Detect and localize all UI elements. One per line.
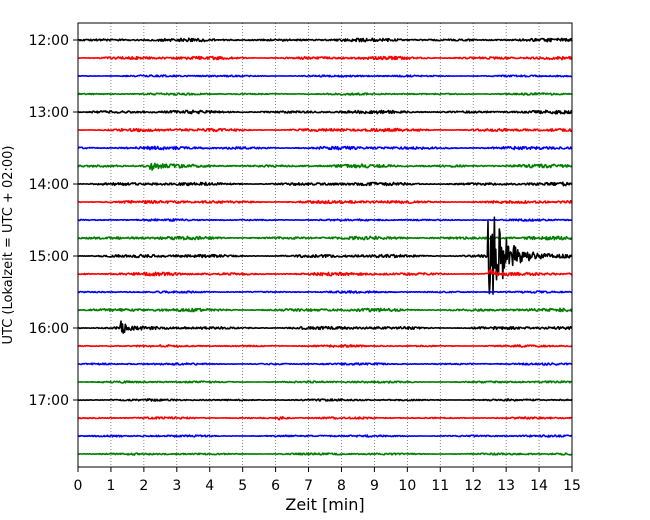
vertical-gridlines xyxy=(110,23,540,467)
x-tick-label: 2 xyxy=(139,478,148,494)
x-tick-label: 11 xyxy=(431,478,449,494)
trace-line xyxy=(77,320,573,334)
x-tick-label: 15 xyxy=(563,478,581,494)
y-axis-ticks: 12:00 13:00 14:00 15:00 16:00 17:00 xyxy=(29,33,78,409)
trace-line xyxy=(77,199,573,205)
x-tick-label: 9 xyxy=(370,478,379,494)
trace-line xyxy=(77,434,573,438)
trace-line xyxy=(77,235,573,241)
trace-line xyxy=(77,452,573,456)
trace-lines xyxy=(77,37,573,456)
trace-line xyxy=(77,55,573,61)
y-tick-label: 17:00 xyxy=(29,393,69,409)
trace-line xyxy=(77,92,573,96)
trace-line xyxy=(77,268,573,277)
trace-line xyxy=(77,398,573,402)
x-tick-label: 14 xyxy=(530,478,548,494)
plot-frame xyxy=(77,22,573,468)
x-tick-label: 6 xyxy=(271,478,280,494)
trace-line xyxy=(77,380,573,384)
trace-line xyxy=(77,290,573,294)
x-tick-label: 7 xyxy=(304,478,313,494)
y-tick-label: 15:00 xyxy=(29,249,69,265)
x-tick-label: 13 xyxy=(497,478,515,494)
trace-line xyxy=(77,216,573,295)
trace-line xyxy=(77,218,573,222)
trace-line xyxy=(77,362,573,366)
trace-line xyxy=(77,307,573,313)
y-tick-label: 12:00 xyxy=(29,33,69,49)
y-tick-label: 14:00 xyxy=(29,177,69,193)
y-tick-label: 16:00 xyxy=(29,321,69,337)
trace-line xyxy=(77,37,573,43)
trace-line xyxy=(77,416,573,421)
x-tick-label: 1 xyxy=(106,478,115,494)
x-tick-label: 8 xyxy=(337,478,346,494)
x-tick-label: 3 xyxy=(172,478,181,494)
x-axis-ticks: 0 1 2 3 4 5 6 7 8 9 10 11 12 13 14 15 xyxy=(74,467,581,494)
y-tick-label: 13:00 xyxy=(29,105,69,121)
x-tick-label: 10 xyxy=(398,478,416,494)
trace-line xyxy=(77,344,573,348)
x-tick-label: 12 xyxy=(464,478,482,494)
trace-line xyxy=(77,162,573,171)
trace-line xyxy=(77,127,573,133)
trace-line xyxy=(77,74,573,78)
x-axis-label: Zeit [min] xyxy=(285,495,364,514)
x-tick-label: 4 xyxy=(205,478,214,494)
x-tick-label: 0 xyxy=(74,478,83,494)
x-tick-label: 5 xyxy=(238,478,247,494)
trace-line xyxy=(77,109,573,115)
y-axis-label: UTC (Lokalzeit = UTC + 02:00) xyxy=(1,146,16,345)
trace-line xyxy=(77,145,573,151)
trace-line xyxy=(77,181,573,187)
